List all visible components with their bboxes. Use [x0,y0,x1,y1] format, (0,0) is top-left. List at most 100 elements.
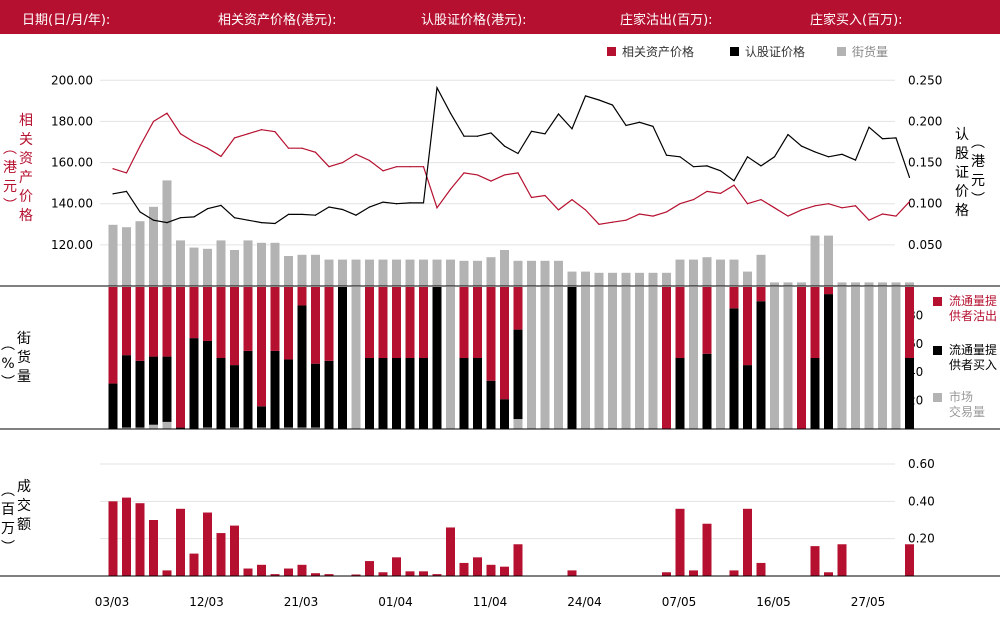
mm-buy-bar [567,287,577,429]
asset-price-line-point [895,215,897,217]
market-bar [311,427,320,429]
price-panel: 200.00 180.00 160.00 140.00 120.00 0.250 0.200… [0,73,1000,287]
asset-price-line-point [179,133,182,135]
street-stock-bar [743,271,752,286]
asset-tick-label: 160.00 [51,156,93,170]
street-stock-bar [338,259,347,286]
warrant-price-line-point [368,206,371,208]
warrant-price-line-point [584,95,587,97]
street-pct-axis-unit: % [1,356,15,372]
asset-price-line-point [652,215,654,217]
warrant-price-line-point [476,135,479,137]
asset-price-line-point [395,166,398,168]
warrant-price-line-point [611,104,614,106]
warrant-price-line-point [692,166,695,168]
turnover-bar [257,564,266,576]
market-bar [594,287,604,429]
date-tick-label: 24/04 [567,595,602,609]
mm-buy-bar [311,363,320,428]
warrant-price-line-point [382,201,384,203]
street-stock-bar [729,259,739,286]
warrant-price-line-point [125,190,128,192]
street-stock-bar [324,259,334,286]
mm-sell-bar [270,287,280,351]
mm-sell-bar [905,287,914,358]
mm-sell-label: 流通量提 供者沽出 [949,294,998,323]
street-stock-bar [770,282,779,286]
asset-price-line-point [139,145,141,147]
market-bar [837,287,847,429]
asset-price-line-point [287,147,290,149]
legend-item-warrant-price[interactable]: 认股证价格 [730,43,805,60]
asset-price-line-point [220,155,222,157]
warrant-price-line-point [544,133,546,135]
market-bar [554,287,563,429]
warrant-price-line-point [706,165,708,167]
asset-price-line-point [301,147,303,149]
warrant-price-line [112,85,911,225]
asset-price-swatch [607,47,616,56]
asset-tick-label: 180.00 [51,114,93,128]
warrant-price-line-point [436,87,438,89]
street-stock-bar [297,254,307,286]
street-stock-bar [176,240,185,286]
turnover-bar [905,544,914,576]
street-stock-bar [608,272,617,286]
mm-buy-bar [810,358,820,429]
street-stock-bar [594,272,604,286]
asset-price-line-point [355,153,357,155]
warrant-price-axis-title: 认 股 证 价 格 ︵ 港 元 ︶ [955,127,985,219]
turnover-bar [189,553,199,576]
legend-item-street-stock[interactable]: 街货量 [837,43,888,60]
mm-buy-bar [149,356,158,425]
street-stock-bar [419,259,428,286]
turnover-bar [297,564,307,576]
mm-sell-bar [702,287,712,354]
mm-buy-bar [365,358,374,429]
warrant-price-line-point [868,126,870,128]
mm-sell-bar [756,287,766,302]
warrant-price-line-point [557,113,560,115]
street-stock-bar [216,240,226,286]
warrant-price-line-point [422,202,425,204]
turnover-bar [365,561,374,576]
warrant-price-line-point [152,219,155,221]
market-bar [770,287,779,429]
turnover-bar [392,557,401,576]
warrant-price-swatch [730,47,739,56]
market-bar [783,287,793,429]
legend-item-market[interactable]: 市场 交易量 [933,390,985,420]
asset-price-line-point [112,168,114,170]
street-stock-bar [527,260,536,286]
warrant-price-line-point [733,180,735,182]
street-stock-bar [203,248,212,286]
market-bar [864,287,874,429]
asset-price-line-point [409,166,411,168]
legend-item-asset-price[interactable]: 相关资产价格 [607,43,694,60]
warrant-price-line-point [139,211,141,213]
legend-item-mm-buy[interactable]: 流通量提 供者买入 [933,343,997,373]
turnover-bar [675,508,685,576]
warrant-price-line-point [247,219,249,221]
market-bar [716,287,725,429]
mm-sell-bar [675,287,685,358]
asset-price-line-point [665,211,668,213]
market-bar [851,287,860,429]
asset-price-line-point [571,199,573,201]
mm-sell-bar [122,287,131,356]
street-stock-bar [284,256,293,286]
legend-item-mm-sell[interactable]: 流通量提 供者沽出 [933,294,997,324]
street-stock-bar [621,272,631,286]
warrant-price-line-point [895,137,897,139]
street-stock-bar [108,224,118,286]
warrant-price-line-point [638,121,641,123]
mm-buy-label: 流通量提 供者买入 [949,343,998,372]
turnover-tick-label: 0.60 [908,457,935,471]
date-tick-label: 03/03 [95,595,130,609]
street-stock-bar [797,282,806,286]
market-bar [203,427,212,429]
warrant-price-line-point [395,203,398,205]
mm-buy-bar [108,383,118,429]
mm-buy-bar [756,301,766,429]
